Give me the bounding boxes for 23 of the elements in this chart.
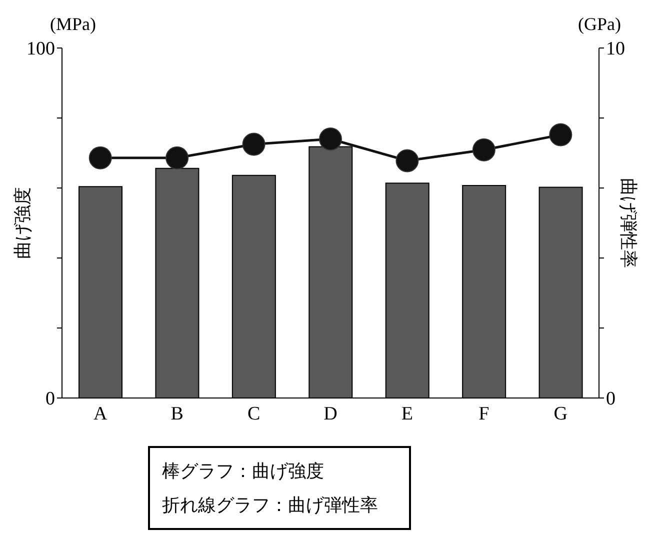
- point: [472, 138, 496, 162]
- x-tick-label: E: [401, 403, 414, 424]
- y2-tick-label: 0: [606, 388, 616, 410]
- y-tick-label: 100: [26, 38, 55, 60]
- point: [88, 146, 112, 170]
- x-tick-label: B: [170, 403, 184, 424]
- text: (GPa): [578, 14, 621, 35]
- x-tick-label: F: [478, 403, 490, 424]
- y2-axis-title: 曲げ弾性率: [618, 178, 639, 268]
- text: 折れ線グラフ：曲げ弾性率: [162, 494, 379, 517]
- y-axis-title: 曲げ強度: [12, 187, 32, 259]
- point: [242, 132, 266, 156]
- x-tick-label: C: [247, 403, 260, 424]
- y2-tick-label: 10: [606, 38, 625, 60]
- x-tick-label: D: [324, 403, 338, 424]
- point: [319, 128, 342, 150]
- text: (MPa): [50, 14, 96, 35]
- point: [549, 123, 572, 146]
- x-tick-label: A: [93, 403, 108, 424]
- point: [166, 146, 189, 170]
- text: 棒グラフ：曲げ強度: [162, 460, 325, 483]
- point: [396, 149, 419, 172]
- x-tick-label: G: [554, 403, 568, 424]
